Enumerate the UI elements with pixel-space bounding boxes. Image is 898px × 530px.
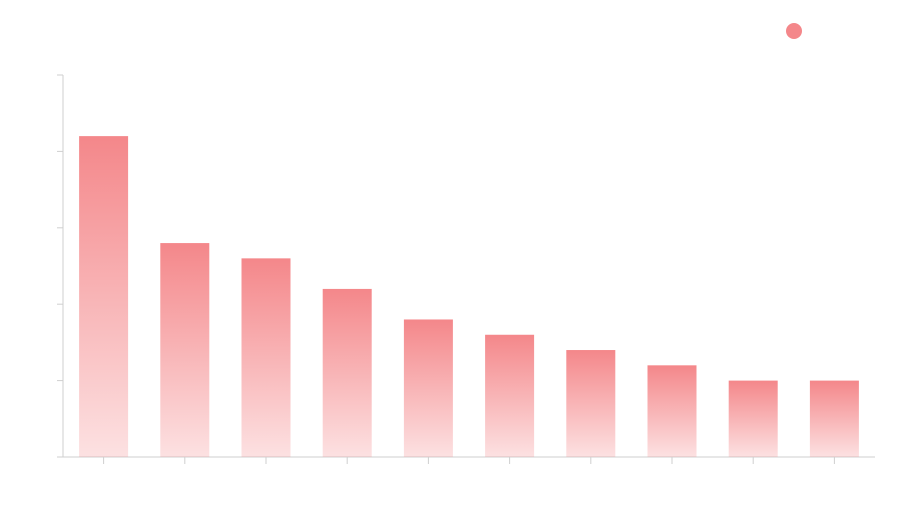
bar xyxy=(566,350,616,457)
bar xyxy=(728,380,778,457)
bar xyxy=(79,136,129,457)
bar xyxy=(160,243,210,457)
bar xyxy=(647,365,697,457)
bar xyxy=(241,258,291,457)
bar xyxy=(809,380,859,457)
bar xyxy=(485,334,535,457)
bar xyxy=(403,319,453,457)
bar xyxy=(322,288,372,457)
legend-marker xyxy=(786,23,802,39)
